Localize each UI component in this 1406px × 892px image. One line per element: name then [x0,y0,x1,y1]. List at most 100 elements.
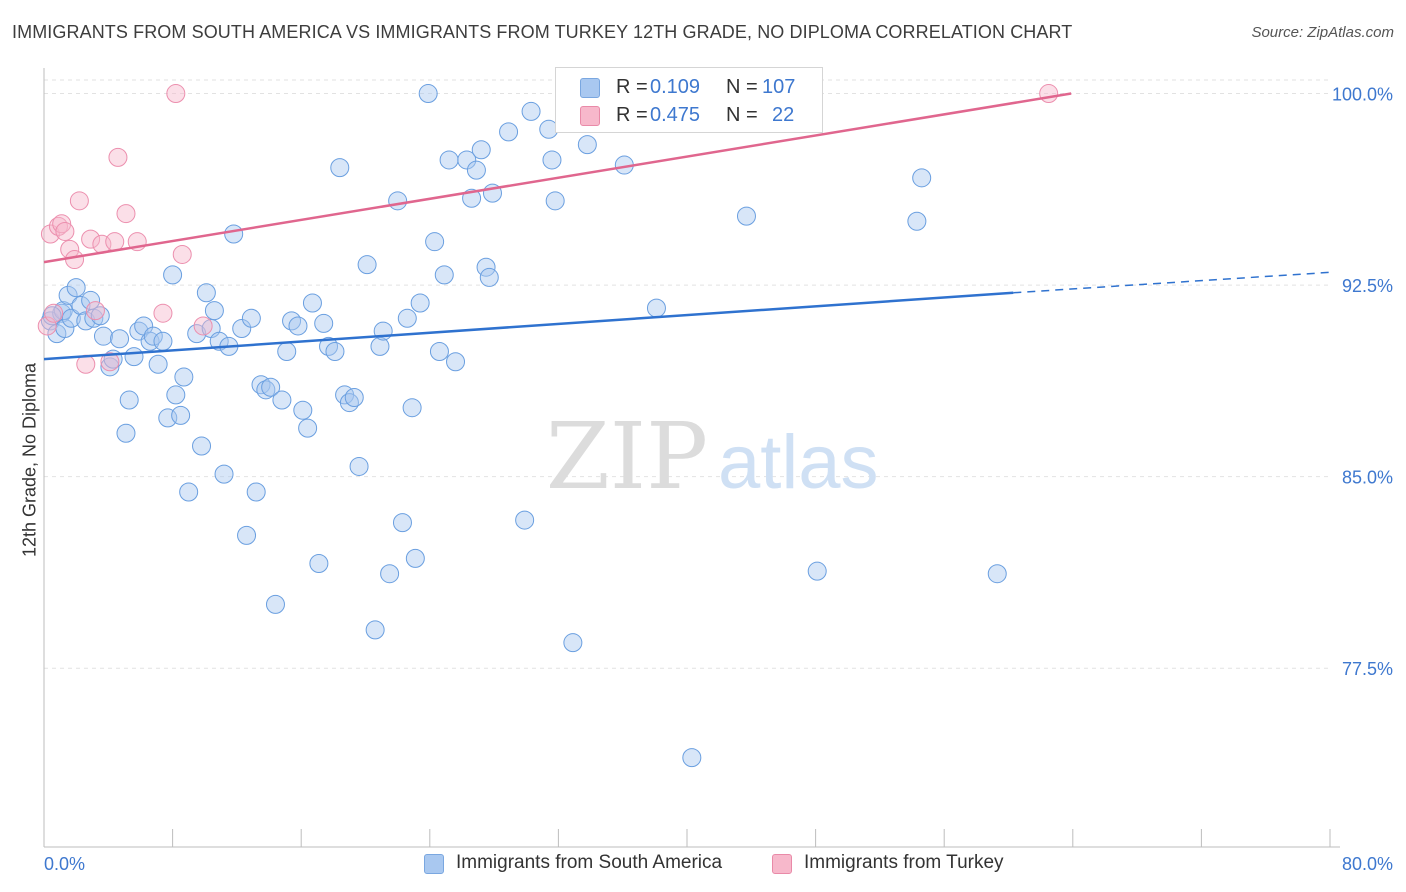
source-label: Source: ZipAtlas.com [1251,24,1394,41]
south-america-point [987,564,1007,584]
south-america-point [434,265,454,285]
south-america-point [58,285,78,305]
south-america-point [410,293,430,313]
south-america-point [402,398,422,418]
south-america-point [119,390,139,410]
turkey-point [116,204,136,224]
south-america-point [418,84,438,104]
watermark-atlas: atlas [718,420,879,505]
south-america-point [124,347,144,367]
turkey-point [81,229,101,249]
south-america-point [224,224,244,244]
south-america-point [232,319,252,339]
south-america-point [479,267,499,287]
south-america-point [143,326,163,346]
south-america-point [288,316,308,336]
stats-n-value: 22 [772,104,795,126]
south-america-point [166,385,186,405]
south-america-point [471,140,491,160]
stats-r-label: R = [616,104,648,126]
trend-line-turkey [43,92,1072,264]
y-tick-label: 100.0% [1332,85,1393,105]
tick-labels: 77.5% 85.0% 92.5% 100.0% 0.0% 80.0% [44,85,1393,874]
south-america-point [466,160,486,180]
south-america-point [76,311,96,331]
south-america-point [682,748,702,768]
stats-swatch-turkey [580,106,600,126]
south-america-point [545,191,565,211]
south-america-point [163,265,183,285]
south-america-point [261,377,281,397]
turkey-point [55,221,75,241]
south-america-point [380,564,400,584]
legend-label: Immigrants from South America [456,852,723,873]
south-america-point [214,464,234,484]
south-america-point [325,342,345,362]
turkey-point [1039,84,1059,104]
turkey-point [65,250,85,270]
south-america-point [563,633,583,653]
y-tick-label: 92.5% [1342,276,1393,296]
stats-n-label: N = [726,76,758,98]
trend-line-south-america-extension [1013,271,1331,294]
south-america-point [542,150,562,170]
south-america-point [246,482,266,502]
turkey-point [44,303,64,323]
south-america-point [93,326,113,346]
trend-line-south-america [43,291,1014,361]
south-america-point [192,436,212,456]
south-america-point [446,352,466,372]
turkey-point [108,147,128,167]
south-america-point [521,101,541,121]
y-tick-label: 77.5% [1342,659,1393,679]
south-america-point [153,331,173,351]
south-america-point [370,336,390,356]
south-america-point [179,482,199,502]
south-america-point [256,380,276,400]
south-america-point [148,354,168,374]
south-america-point [314,313,334,333]
gridlines [44,79,1330,669]
south-america-point [282,311,302,331]
south-america-point [515,510,535,530]
south-america-point [736,206,756,226]
south-america-point [912,168,932,188]
turkey-point [37,316,57,336]
south-america-point [302,293,322,313]
legend-swatch-south-america [424,854,444,874]
south-america-point [439,150,459,170]
south-america-point [646,298,666,318]
south-america-point [392,513,412,533]
chart-title: IMMIGRANTS FROM SOUTH AMERICA VS IMMIGRA… [12,22,1073,42]
south-america-point [110,329,130,349]
turkey-point [48,216,68,236]
x-tick-label: 80.0% [1342,854,1393,874]
south-america-point [277,342,297,362]
turkey-point [166,84,186,104]
south-america-point [71,296,91,316]
south-america-point [429,342,449,362]
stats-swatch-south-america [580,78,600,98]
turkey-point [100,352,120,372]
stats-r-label: R = [616,76,648,98]
axes [43,68,1340,848]
south-america-point [272,390,292,410]
south-america-point [807,561,827,581]
south-america-point [196,283,216,303]
south-america-point [357,255,377,275]
stats-r-value: 0.109 [650,76,701,98]
south-america-point [309,553,329,573]
south-america-point [405,548,425,568]
south-america-point [349,456,369,476]
south-america-point [388,191,408,211]
south-america-point [293,400,313,420]
stats-n-value: 107 [762,76,796,98]
south-america-point [237,525,257,545]
south-america-point [344,387,364,407]
turkey-point [85,301,105,321]
stats-r-value: 0.475 [650,104,701,126]
south-america-point [298,418,318,438]
south-america-point [100,357,120,377]
stats-n-label: N = [726,104,758,126]
